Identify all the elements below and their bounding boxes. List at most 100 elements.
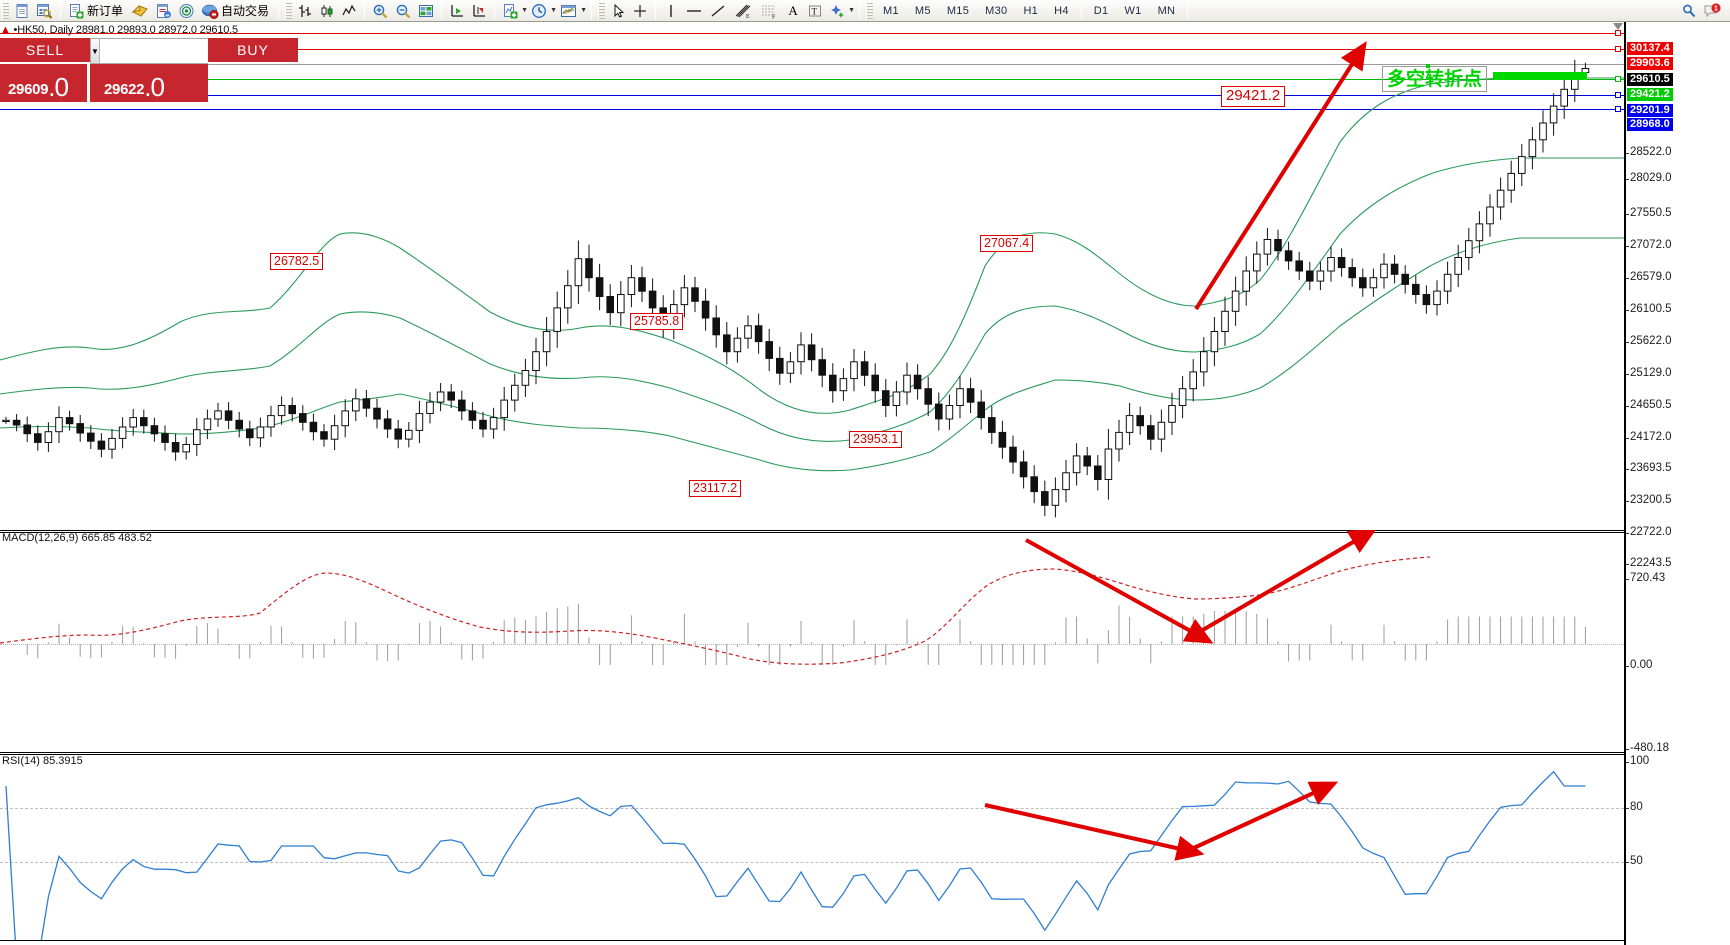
level-handle-29903[interactable] (1615, 46, 1621, 52)
horizontal-line-icon[interactable] (682, 1, 706, 21)
scale-tick: 27550.5 (1626, 207, 1672, 219)
toolbar-grip[interactable] (2, 1, 9, 20)
navigator-icon[interactable] (175, 1, 198, 21)
vertical-line-icon[interactable] (660, 1, 682, 21)
timeframe-d1[interactable]: D1 (1093, 4, 1109, 17)
price-badge[interactable]: 30137.4 (1627, 42, 1673, 55)
level-handle-30137[interactable] (1615, 30, 1621, 36)
scale-tick: 25129.0 (1626, 367, 1672, 379)
new-chart-icon[interactable] (11, 1, 33, 21)
indicators-dropdown-arrow[interactable]: ▼ (521, 7, 528, 14)
data-window-icon[interactable] (152, 1, 175, 21)
note-anchor-handle[interactable] (1426, 64, 1431, 68)
toolbar-grip-4[interactable] (866, 1, 874, 20)
templates-dropdown-arrow[interactable]: ▼ (580, 7, 587, 14)
sell-button[interactable]: SELL (0, 38, 90, 64)
equidistant-channel-icon[interactable]: E (730, 1, 756, 21)
zoom-in-icon[interactable] (369, 1, 392, 21)
text-label-icon[interactable]: T (804, 1, 826, 21)
date-axis[interactable]: 7 Apr 202011 May 202021 May 20202 Jun 20… (0, 940, 1624, 945)
rsi-trend-arrows[interactable] (0, 760, 1624, 940)
buy-button[interactable]: BUY (208, 38, 298, 64)
auto-trading-button[interactable]: 自动交易 (198, 1, 274, 21)
grid-windows-icon[interactable] (415, 1, 437, 21)
price-trend-arrow[interactable] (0, 22, 1624, 542)
price-tag-23117[interactable]: 23117.2 (689, 480, 742, 497)
chart-canvas[interactable]: 26782.5 25785.8 23117.2 23953.1 27067.4 … (0, 22, 1624, 945)
target-zone-rectangle[interactable] (1493, 72, 1587, 80)
toolbar-separator-8 (859, 1, 861, 20)
price-tag-29421-target[interactable]: 29421.2 (1221, 86, 1286, 107)
expert-advisor-icon[interactable] (128, 1, 152, 21)
trendline-icon[interactable] (706, 1, 730, 21)
price-badge[interactable]: 29421.2 (1627, 88, 1673, 101)
price-tag-27067[interactable]: 27067.4 (980, 235, 1034, 252)
search-icon[interactable] (1678, 1, 1700, 21)
rsi-level-50-line (0, 862, 1624, 863)
timeframe-h4[interactable]: H4 (1054, 4, 1069, 17)
line-chart-icon[interactable] (338, 1, 360, 21)
price-scale[interactable]: 28522.0 28029.0 27550.5 27072.0 26579.0 26100… (1624, 22, 1730, 945)
text-icon[interactable]: A (788, 2, 798, 18)
toolbar-grip-2[interactable] (285, 1, 293, 20)
cursor-icon[interactable] (607, 1, 629, 21)
auto-scroll-icon[interactable] (468, 1, 490, 21)
zoom-out-icon[interactable] (392, 1, 415, 21)
volume-stepper[interactable]: ▼ ▲ (90, 38, 296, 64)
toolbar-separator-6 (591, 1, 593, 20)
candlestick-chart-icon[interactable] (316, 1, 338, 21)
crosshair-icon[interactable] (629, 1, 651, 21)
templates-icon[interactable] (557, 1, 580, 21)
toolbar-separator-4 (441, 1, 443, 20)
one-click-trading-panel[interactable]: SELL ▼ ▲ BUY 29609 .0 29622 .0 (0, 38, 298, 102)
volume-decrease-button[interactable]: ▼ (91, 39, 100, 63)
level-line-29421[interactable] (0, 79, 1624, 80)
timeframe-m1[interactable]: M1 (883, 4, 899, 17)
level-line-28968[interactable] (0, 109, 1624, 110)
price-badge[interactable]: 29610.5 (1627, 73, 1673, 86)
timeframe-m5[interactable]: M5 (914, 4, 931, 17)
level-line-29903[interactable] (0, 49, 1624, 50)
chart-scroll-arrow[interactable] (1613, 22, 1623, 31)
timeframe-m30[interactable]: M30 (985, 4, 1008, 17)
scale-tick: 23693.5 (1626, 462, 1672, 474)
shapes-icon[interactable] (826, 1, 848, 21)
timeframe-h1[interactable]: H1 (1023, 4, 1039, 17)
level-handle-29421[interactable] (1615, 76, 1621, 82)
scale-tick: 0.00 (1625, 659, 1653, 671)
svg-text:T: T (812, 6, 818, 16)
fibonacci-icon[interactable]: F (756, 1, 782, 21)
periods-dropdown-arrow[interactable]: ▼ (550, 7, 557, 14)
price-badge[interactable]: 29903.6 (1627, 57, 1673, 70)
price-tag-26782[interactable]: 26782.5 (270, 253, 324, 270)
periods-icon[interactable] (528, 1, 550, 21)
ask-price-integer: 29622 (104, 81, 145, 98)
market-watch-icon[interactable] (33, 1, 56, 21)
auto-trading-label: 自动交易 (221, 4, 270, 18)
timeframe-mn[interactable]: MN (1157, 4, 1176, 17)
level-handle-28968[interactable] (1615, 106, 1621, 112)
macd-trend-arrows[interactable] (0, 530, 1624, 660)
price-badge[interactable]: 28968.0 (1627, 118, 1673, 131)
macd-histogram (26, 603, 1586, 665)
chinese-turning-point-note[interactable]: 多空转折点 (1382, 64, 1488, 92)
timeframe-w1[interactable]: W1 (1124, 4, 1142, 17)
price-badge[interactable]: 29201.9 (1627, 104, 1673, 117)
notification-icon[interactable]: 1 (1700, 1, 1724, 21)
level-handle-29201[interactable] (1615, 92, 1621, 98)
toolbar-grip-3[interactable] (598, 1, 606, 20)
ask-price-box[interactable]: 29622 .0 (90, 64, 208, 102)
bar-chart-icon[interactable] (294, 1, 316, 21)
shapes-dropdown-arrow[interactable]: ▼ (848, 7, 855, 14)
timeframe-m15[interactable]: M15 (946, 4, 970, 17)
chart-shift-icon[interactable] (446, 1, 468, 21)
new-order-button[interactable]: 新订单 (65, 1, 128, 21)
level-line-30137[interactable] (0, 33, 1624, 34)
bid-price-box[interactable]: 29609 .0 (0, 64, 90, 102)
indicators-icon[interactable] (499, 1, 521, 21)
price-tag-25785[interactable]: 25785.8 (630, 313, 684, 330)
level-line-29201[interactable] (0, 95, 1624, 96)
scale-tick: 22243.5 (1626, 557, 1672, 569)
price-tag-23953[interactable]: 23953.1 (849, 431, 903, 448)
ask-price-decimal: .0 (144, 72, 165, 102)
